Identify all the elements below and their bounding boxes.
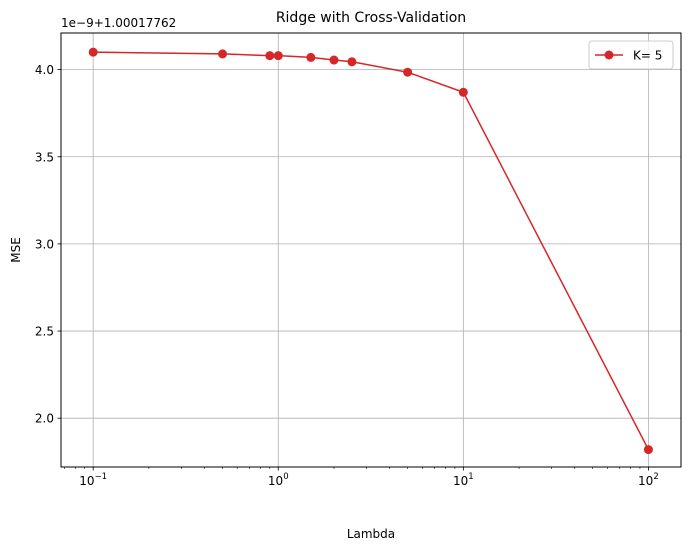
y-tick-label: 2.0: [35, 412, 54, 426]
y-tick-label: 4.0: [35, 63, 54, 77]
data-point: [88, 47, 98, 57]
data-point: [403, 67, 413, 77]
series-line: [93, 51, 650, 450]
y-tick-label: 3.0: [35, 237, 54, 251]
data-point: [643, 445, 653, 455]
y-tick-label: 3.5: [35, 150, 54, 164]
data-point: [347, 57, 357, 67]
x-tick-label: 10−1: [79, 472, 107, 488]
x-axis: 10−1 100 101 102: [79, 467, 659, 488]
data-point: [329, 55, 339, 65]
series-layer: [88, 47, 653, 455]
y-offset-label: 1e−9+1.00017762: [61, 16, 176, 30]
legend: K= 5: [588, 40, 674, 70]
chart-title: Ridge with Cross-Validation: [276, 10, 466, 26]
data-point: [458, 87, 468, 97]
x-minor-ticks: [64, 467, 641, 469]
x-axis-label: Lambda: [347, 527, 395, 541]
legend-marker-sample: [604, 50, 614, 60]
y-tick-label: 2.5: [35, 325, 54, 339]
legend-box: [588, 40, 674, 70]
plot-area: [61, 33, 681, 467]
x-tick-label: 100: [268, 472, 289, 488]
data-point: [306, 52, 316, 62]
data-point: [265, 51, 275, 61]
data-point: [218, 49, 228, 59]
y-axis-label: MSE: [9, 237, 23, 263]
grid-lines: [61, 33, 681, 467]
data-point: [273, 51, 283, 61]
x-tick-label: 102: [638, 472, 659, 488]
x-tick-label: 101: [453, 472, 474, 488]
legend-label: K= 5: [633, 49, 662, 63]
plot-frame: [60, 32, 682, 468]
y-axis: 2.0 2.5 3.0 3.5 4.0: [35, 63, 61, 426]
